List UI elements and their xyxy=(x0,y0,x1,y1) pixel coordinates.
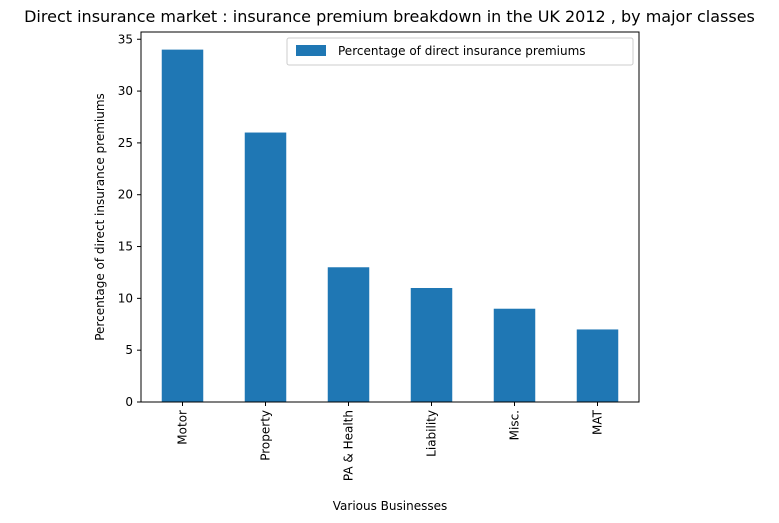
bar-liability xyxy=(410,287,453,402)
y-tick-label: 0 xyxy=(125,395,133,409)
y-tick-label: 20 xyxy=(118,188,133,202)
x-tick-label: Liability xyxy=(425,410,439,457)
y-axis-label: Percentage of direct insurance premiums xyxy=(93,93,107,341)
bar-mat xyxy=(576,329,619,402)
legend-box xyxy=(286,37,634,66)
x-tick-label: Property xyxy=(259,410,273,461)
plot-frame xyxy=(140,31,640,403)
x-axis-label: Various Businesses xyxy=(333,499,447,513)
legend-entry-label: Percentage of direct insurance premiums xyxy=(338,44,586,58)
bar-property xyxy=(244,132,287,402)
bars-group xyxy=(161,49,619,402)
x-tick-label: Motor xyxy=(176,410,190,445)
bar-misc xyxy=(493,308,536,402)
y-tick-label: 30 xyxy=(118,84,133,98)
y-axis-ticks: 0 5 10 15 20 25 30 35 xyxy=(118,32,141,409)
bar-motor xyxy=(161,49,204,402)
bar-pa-health xyxy=(327,267,370,402)
legend: Percentage of direct insurance premiums xyxy=(286,37,634,66)
legend-swatch xyxy=(296,45,326,56)
chart-title: Direct insurance market : insurance prem… xyxy=(24,7,755,26)
x-axis-ticks: Motor Property PA & Health Liability Misc. MA… xyxy=(176,402,605,481)
x-tick-label: Misc. xyxy=(508,410,522,440)
y-tick-label: 35 xyxy=(118,32,133,46)
y-tick-label: 10 xyxy=(118,291,133,305)
x-tick-label: PA & Health xyxy=(342,410,356,481)
y-tick-label: 25 xyxy=(118,136,133,150)
y-tick-label: 5 xyxy=(125,343,133,357)
x-tick-label: MAT xyxy=(591,409,605,435)
y-tick-label: 15 xyxy=(118,240,133,254)
